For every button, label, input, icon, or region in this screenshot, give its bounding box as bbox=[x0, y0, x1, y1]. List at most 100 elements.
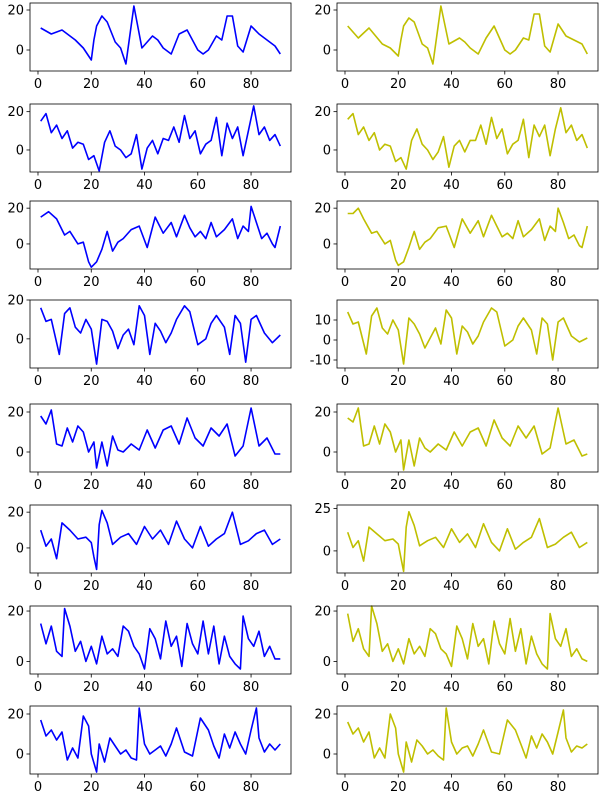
series-line bbox=[39, 304, 281, 365]
x-tick-label: 60 bbox=[497, 579, 514, 594]
y-tick-label: 0 bbox=[16, 332, 24, 347]
subplot-r7-c1: 0 20 40 60 80 0 20 bbox=[7, 605, 292, 695]
y-tick-label: 0 bbox=[323, 446, 331, 461]
x-tick-label: 20 bbox=[83, 478, 100, 493]
x-tick-label: 20 bbox=[83, 178, 100, 193]
axes-frame bbox=[29, 504, 292, 574]
series-line bbox=[39, 707, 281, 773]
x-tick-label: 0 bbox=[34, 275, 42, 290]
subplot-r1-c2: 0 20 40 60 80 0 20 bbox=[314, 2, 599, 92]
x-tick-label: 40 bbox=[136, 579, 153, 594]
x-tick-label: 40 bbox=[443, 780, 460, 795]
subplot-r2-c2: 0 20 40 60 80 0 20 bbox=[314, 103, 599, 193]
y-tick-label: 20 bbox=[7, 406, 24, 421]
series-line bbox=[40, 205, 282, 269]
x-tick-label: 80 bbox=[550, 178, 567, 193]
series-line bbox=[39, 509, 281, 571]
series-line bbox=[347, 207, 589, 267]
y-tick-label: 0 bbox=[323, 237, 331, 252]
y-tick-label: 20 bbox=[314, 105, 331, 120]
x-tick-label: 60 bbox=[497, 478, 514, 493]
x-tick-label: 80 bbox=[550, 680, 567, 695]
x-tick-label: 20 bbox=[390, 579, 407, 594]
x-tick-label: 80 bbox=[550, 374, 567, 389]
y-tick-label: 10 bbox=[314, 314, 331, 329]
x-tick-label: 80 bbox=[243, 77, 260, 92]
x-tick-label: 80 bbox=[243, 680, 260, 695]
x-tick-label: 80 bbox=[550, 275, 567, 290]
x-tick-label: 20 bbox=[83, 374, 100, 389]
x-tick-label: 40 bbox=[443, 680, 460, 695]
x-tick-label: 40 bbox=[443, 77, 460, 92]
x-tick-label: 20 bbox=[390, 374, 407, 389]
x-tick-label: 80 bbox=[243, 275, 260, 290]
x-tick-label: 80 bbox=[550, 77, 567, 92]
subplot-r6-c1: 0 20 40 60 80 0 20 bbox=[7, 504, 292, 594]
y-tick-label: 0 bbox=[16, 748, 24, 763]
y-tick-label: 0 bbox=[16, 237, 24, 252]
x-tick-label: 60 bbox=[190, 478, 207, 493]
x-tick-label: 60 bbox=[190, 77, 207, 92]
subplot-r5-c2: 0 20 40 60 80 0 20 bbox=[314, 403, 599, 493]
x-tick-label: 60 bbox=[497, 178, 514, 193]
x-tick-label: 80 bbox=[243, 374, 260, 389]
x-tick-label: 0 bbox=[341, 680, 349, 695]
axes-frame bbox=[336, 2, 599, 72]
subplot-r2-c1: 0 20 40 60 80 0 20 bbox=[7, 103, 292, 193]
x-tick-label: 60 bbox=[497, 77, 514, 92]
series-line bbox=[346, 707, 588, 773]
y-tick-label: 25 bbox=[314, 502, 331, 517]
subplot-r8-c2: 0 20 40 60 80 0 20 bbox=[314, 705, 599, 795]
series-line bbox=[40, 407, 281, 469]
y-tick-label: 0 bbox=[16, 655, 24, 670]
axes-frame bbox=[336, 504, 599, 574]
x-tick-label: 80 bbox=[243, 178, 260, 193]
x-tick-label: 60 bbox=[190, 680, 207, 695]
axes-frame bbox=[29, 200, 292, 270]
x-tick-label: 40 bbox=[443, 275, 460, 290]
series-line bbox=[346, 307, 588, 365]
x-tick-label: 0 bbox=[34, 680, 42, 695]
x-tick-label: 0 bbox=[34, 478, 42, 493]
subplot-r4-c2: 0 20 40 60 80 -10 0 10 bbox=[310, 299, 599, 389]
x-tick-label: 60 bbox=[497, 374, 514, 389]
y-tick-label: 0 bbox=[323, 334, 331, 349]
x-tick-label: 60 bbox=[190, 374, 207, 389]
series-line bbox=[347, 107, 589, 170]
x-tick-label: 0 bbox=[341, 178, 349, 193]
y-tick-label: 0 bbox=[323, 748, 331, 763]
x-tick-label: 40 bbox=[443, 478, 460, 493]
axes-frame bbox=[336, 103, 599, 173]
x-tick-label: 80 bbox=[243, 579, 260, 594]
x-tick-label: 20 bbox=[390, 478, 407, 493]
x-tick-label: 20 bbox=[83, 77, 100, 92]
subplot-r8-c1: 0 20 40 60 80 0 20 bbox=[7, 705, 292, 795]
x-tick-label: 0 bbox=[34, 374, 42, 389]
y-tick-label: 0 bbox=[323, 544, 331, 559]
axes-frame bbox=[336, 200, 599, 270]
x-tick-label: 20 bbox=[390, 77, 407, 92]
x-tick-label: 40 bbox=[136, 275, 153, 290]
axes-frame bbox=[336, 299, 599, 369]
y-tick-label: 20 bbox=[7, 4, 24, 19]
x-tick-label: 40 bbox=[136, 478, 153, 493]
x-tick-label: 40 bbox=[136, 780, 153, 795]
axes-frame bbox=[29, 403, 292, 473]
series-line bbox=[346, 605, 588, 670]
x-tick-label: 20 bbox=[83, 680, 100, 695]
x-tick-label: 80 bbox=[550, 579, 567, 594]
y-tick-label: 0 bbox=[323, 143, 331, 158]
x-tick-label: 20 bbox=[390, 780, 407, 795]
x-tick-label: 20 bbox=[83, 579, 100, 594]
y-tick-label: 20 bbox=[314, 4, 331, 19]
x-tick-label: 80 bbox=[243, 780, 260, 795]
y-tick-label: 0 bbox=[16, 541, 24, 556]
x-tick-label: 60 bbox=[190, 579, 207, 594]
y-tick-label: 20 bbox=[7, 506, 24, 521]
y-tick-label: 20 bbox=[7, 294, 24, 309]
subplot-r4-c1: 0 20 40 60 80 0 20 bbox=[7, 294, 292, 389]
y-tick-label: 0 bbox=[16, 143, 24, 158]
x-tick-label: 60 bbox=[497, 680, 514, 695]
x-tick-label: 0 bbox=[341, 275, 349, 290]
x-tick-label: 20 bbox=[83, 780, 100, 795]
